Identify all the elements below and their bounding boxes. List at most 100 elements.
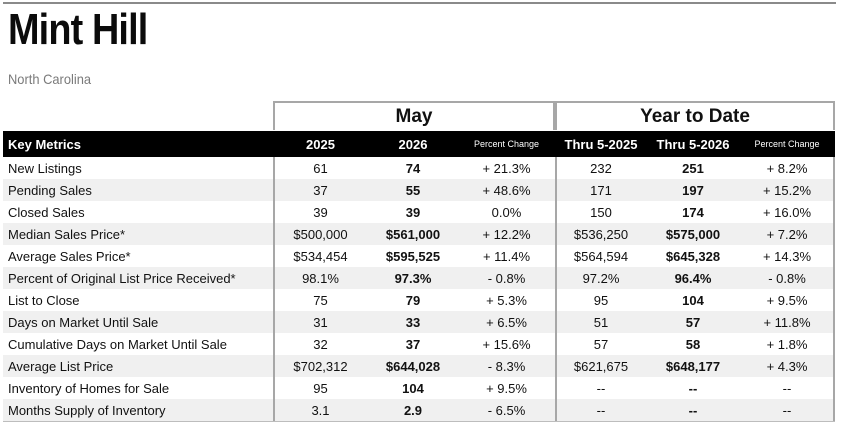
value-2026: 104: [402, 380, 424, 396]
value-2026: $561,000: [385, 226, 441, 242]
ytd-value-2025: $564,594: [573, 248, 629, 264]
value-2025: 37: [313, 182, 328, 198]
table-row: Pending Sales 37 55 + 48.6% 171 197 + 15…: [3, 179, 835, 201]
metric-label: Inventory of Homes for Sale: [8, 380, 170, 396]
value-2025: 75: [313, 292, 328, 308]
metric-label: Cumulative Days on Market Until Sale: [8, 336, 227, 352]
ytd-value-2025: --: [596, 380, 606, 396]
column-header-ytd-percent-change: Percent Change: [754, 139, 820, 149]
value-2026: 79: [405, 292, 421, 308]
ytd-value-2025: 232: [590, 160, 612, 176]
value-2025: 39: [313, 204, 328, 220]
table-body: New Listings 61 74 + 21.3% 232 251 + 8.2…: [3, 157, 835, 421]
metric-label: Pending Sales: [8, 182, 92, 198]
ytd-percent-change: + 4.3%: [766, 358, 808, 374]
percent-change: + 12.2%: [482, 226, 531, 242]
value-2026: 37: [405, 336, 421, 352]
ytd-value-2025: 97.2%: [582, 270, 620, 286]
value-2025: 3.1: [311, 402, 330, 418]
percent-change: + 48.6%: [482, 182, 531, 198]
ytd-value-2026: $645,328: [665, 248, 721, 264]
ytd-percent-change: + 11.8%: [763, 314, 811, 330]
metric-label: New Listings: [8, 160, 82, 176]
group-header: May Year to Date: [3, 101, 835, 131]
value-2026: 97.3%: [394, 270, 432, 286]
metric-label: Months Supply of Inventory: [8, 402, 166, 418]
value-2025: 95: [313, 380, 328, 396]
ytd-percent-change: --: [782, 402, 792, 418]
percent-change: + 6.5%: [486, 314, 527, 330]
ytd-percent-change: --: [782, 380, 792, 396]
ytd-value-2025: 171: [590, 182, 612, 198]
metric-label: Average Sales Price*: [8, 248, 131, 264]
ytd-percent-change: + 7.2%: [766, 226, 808, 242]
table-row: Months Supply of Inventory 3.1 2.9 - 6.5…: [3, 399, 835, 421]
ytd-value-2026: $575,000: [665, 226, 721, 242]
ytd-percent-change: + 14.3%: [762, 248, 812, 264]
value-2025: $500,000: [293, 226, 348, 242]
percent-change: - 6.5%: [487, 402, 526, 418]
column-divider-right: [833, 157, 835, 421]
ytd-value-2025: 150: [590, 204, 612, 220]
ytd-percent-change: + 9.5%: [766, 292, 808, 308]
metric-label: Days on Market Until Sale: [8, 314, 159, 330]
ytd-value-2026: 251: [682, 160, 704, 176]
ytd-value-2026: --: [688, 402, 698, 418]
table-row: Percent of Original List Price Received*…: [3, 267, 835, 289]
value-2025: 98.1%: [302, 270, 339, 286]
ytd-value-2025: $621,675: [573, 358, 629, 374]
table-row: Days on Market Until Sale 31 33 + 6.5% 5…: [3, 311, 835, 333]
percent-change: - 8.3%: [487, 358, 526, 374]
page-title: Mint Hill: [8, 5, 148, 54]
ytd-value-2026: 174: [682, 204, 704, 220]
value-2026: 55: [405, 182, 421, 198]
percent-change: - 0.8%: [487, 270, 526, 286]
value-2026: 74: [405, 160, 421, 176]
metric-label: List to Close: [8, 292, 80, 308]
percent-change: 0.0%: [491, 204, 522, 220]
ytd-value-2025: 57: [593, 336, 609, 352]
value-2025: 31: [313, 314, 328, 330]
metric-label: Median Sales Price*: [8, 226, 126, 242]
column-header-thru-2026: Thru 5-2026: [656, 136, 730, 152]
key-metrics-table: May Year to Date Key Metrics 2025 2026 P…: [3, 101, 835, 422]
ytd-percent-change: - 0.8%: [768, 270, 806, 286]
value-2025: 32: [313, 336, 328, 352]
column-header-2025: 2025: [306, 136, 335, 152]
table-row: New Listings 61 74 + 21.3% 232 251 + 8.2…: [3, 157, 835, 179]
ytd-value-2025: --: [596, 402, 606, 418]
ytd-value-2025: 51: [593, 314, 609, 330]
ytd-value-2026: 58: [685, 336, 701, 352]
group-label-ytd: Year to Date: [555, 101, 835, 130]
percent-change: + 11.4%: [482, 248, 531, 264]
column-divider-middle: [555, 157, 557, 421]
ytd-percent-change: + 8.2%: [766, 160, 808, 176]
ytd-value-2026: $648,177: [665, 358, 721, 374]
table-row: Average List Price $702,312 $644,028 - 8…: [3, 355, 835, 377]
value-2026: 39: [405, 204, 421, 220]
percent-change: + 9.5%: [486, 380, 527, 396]
ytd-value-2026: --: [688, 380, 698, 396]
value-2026: 33: [405, 314, 421, 330]
ytd-value-2025: $536,250: [573, 226, 629, 242]
value-2025: $534,454: [293, 248, 348, 264]
metric-label: Percent of Original List Price Received*: [8, 270, 236, 286]
metric-label: Average List Price: [8, 358, 114, 374]
top-rule: [3, 2, 836, 4]
table-header-row: Key Metrics 2025 2026 Percent Change Thr…: [3, 131, 835, 157]
ytd-value-2026: 96.4%: [674, 270, 712, 286]
ytd-percent-change: + 16.0%: [762, 204, 812, 220]
percent-change: + 21.3%: [482, 160, 531, 176]
ytd-value-2026: 197: [682, 182, 704, 198]
ytd-value-2026: 57: [685, 314, 701, 330]
column-header-thru-2025: Thru 5-2025: [564, 136, 638, 152]
value-2026: $595,525: [385, 248, 441, 264]
value-2025: 61: [313, 160, 328, 176]
ytd-value-2026: 104: [682, 292, 704, 308]
ytd-percent-change: + 1.8%: [766, 336, 808, 352]
metric-label: Closed Sales: [8, 204, 85, 220]
table-row: Median Sales Price* $500,000 $561,000 + …: [3, 223, 835, 245]
column-header-percent-change: Percent Change: [473, 139, 540, 149]
value-2025: $702,312: [293, 358, 348, 374]
